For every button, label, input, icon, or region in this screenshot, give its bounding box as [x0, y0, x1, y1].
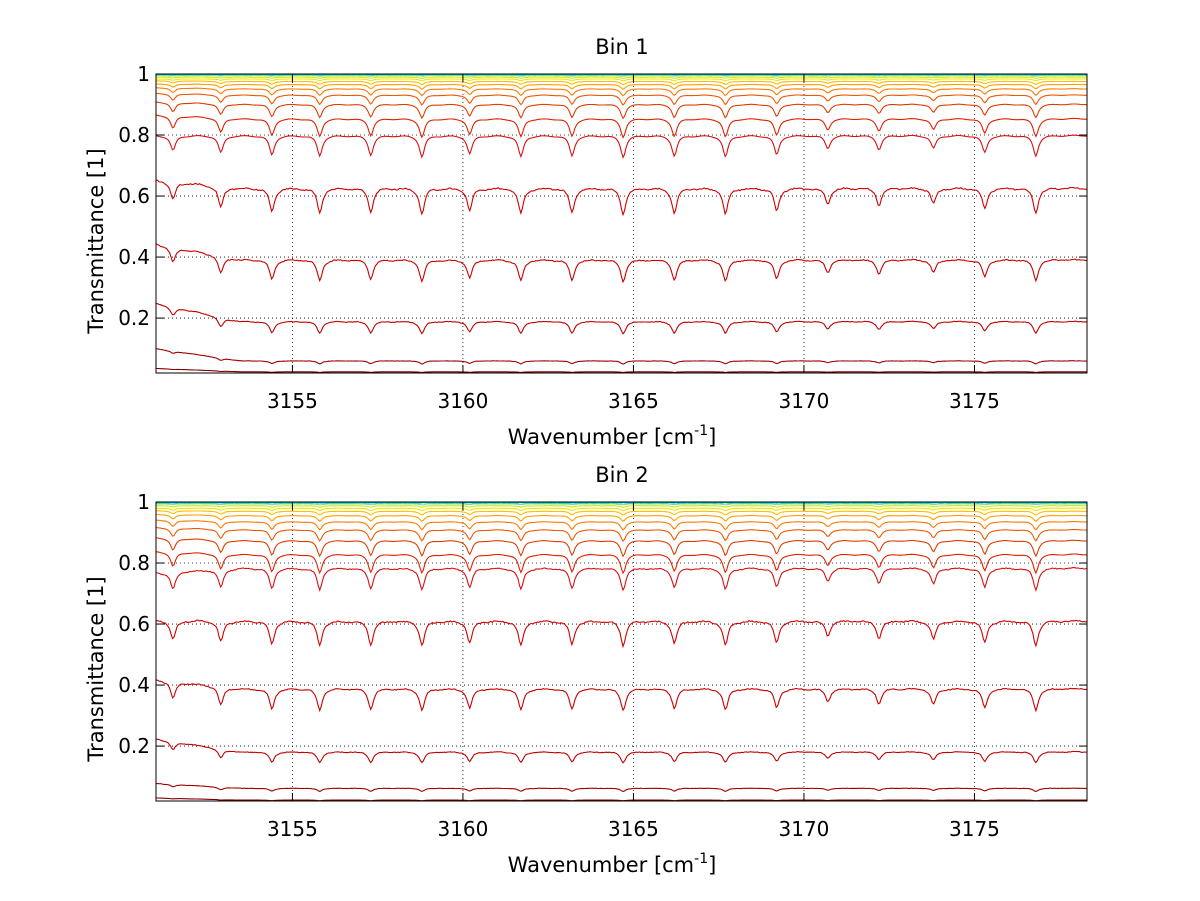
bin-2-x-tick-label: 3175: [949, 817, 1000, 841]
bin-2-series-line-3: [155, 503, 1087, 506]
bin-2-x-tick-label: 3170: [778, 817, 829, 841]
bin-1-x-axis-label-sup: -1: [694, 423, 708, 439]
bin-2-y-tick-label: 0.4: [118, 673, 150, 697]
bin-1-y-tick-label: 0.4: [118, 245, 150, 269]
bin-1-x-axis-label-main: Wavenumber [cm: [508, 425, 694, 449]
bin-2-series-line-7: [155, 513, 1087, 522]
bin-1-axes-box: [155, 73, 1088, 374]
bin-1-ticks: 3155 3160 3165 3170 3175 0.2 0.4 0.6 0.8 1: [118, 62, 1087, 413]
bin-2-axes-box: [155, 501, 1088, 802]
bin-1-x-axis-label-end: ]: [708, 425, 716, 449]
bin-2-series-line-15: [155, 738, 1088, 764]
bin-1-x-tick-label: 3160: [437, 389, 488, 413]
bin-2-series-line-4: [155, 504, 1088, 508]
bin-2-title: Bin 2: [595, 463, 649, 487]
bin-2-y-tick-label: 1: [137, 490, 150, 514]
bin-1-x-tick-label: 3155: [267, 389, 318, 413]
bin-1-series-line-5: [156, 78, 1087, 82]
bin-1-x-axis-label: Wavenumber [cm-1]: [508, 423, 717, 449]
bin-1-y-tick-label: 1: [137, 62, 150, 86]
bin-2-series-line-11: [155, 551, 1087, 575]
bin-1-series-line-9: [155, 92, 1088, 106]
bin-2-series-line-9: [155, 526, 1087, 542]
bin-1-series-group: [155, 73, 1088, 373]
bin-2-x-tick-label: 3160: [437, 817, 488, 841]
bin-2-x-tick-label: 3155: [267, 817, 318, 841]
bin-1-series-line-16: [155, 348, 1088, 365]
bin-2-y-tick-label: 0.2: [118, 734, 150, 758]
bin-1-y-axis-label: Transmittance [1]: [84, 148, 108, 334]
bin-1-series-line-15: [155, 302, 1088, 335]
bin-1-series-line-13: [155, 179, 1088, 217]
bin-1-y-tick-label: 0.2: [118, 306, 150, 330]
bin-2-series-line-6: [155, 510, 1087, 516]
bin-2-chart: Bin 2 3155 3160 3165 3170 31750.20.40.60.81 …: [84, 463, 1088, 877]
bin-2-x-axis-label: Wavenumber [cm-1]: [508, 851, 717, 877]
bin-1-x-tick-label: 3170: [778, 389, 829, 413]
bin-2-y-axis-label: Transmittance [1]: [84, 576, 108, 762]
bin-1-series-line-12: [155, 134, 1088, 160]
bin-1-series-line-2: [155, 74, 1088, 76]
bin-1-series-line-14: [155, 243, 1088, 284]
bin-2-series-line-10: [155, 537, 1088, 558]
bin-2-series-line-5: [156, 507, 1087, 512]
bin-1-series-line-7: [155, 83, 1087, 90]
bin-1-series-line-17: [155, 367, 1087, 373]
bin-2-series-line-13: [155, 619, 1088, 649]
bin-1-series-line-11: [155, 114, 1087, 139]
bin-2-series-line-8: [155, 519, 1088, 531]
bin-2-x-axis-label-sup: -1: [694, 851, 708, 867]
bin-1-y-tick-label: 0.6: [118, 184, 150, 208]
bin-1-series-line-6: [155, 80, 1087, 86]
bin-2-x-axis-label-end: ]: [708, 853, 716, 877]
bin-2-y-tick-label: 0.8: [118, 551, 150, 575]
bin-1-series-line-8: [155, 87, 1087, 97]
bin-1-x-tick-label: 3175: [949, 389, 1000, 413]
bin-1-chart: Bin 1 3155 3160 3165 3170 31750.20.40.60.81 …: [84, 35, 1088, 449]
bin-1-series-line-10: [155, 101, 1087, 120]
bin-2-x-tick-label: 3165: [608, 817, 659, 841]
bin-1-y-tick-label: 0.8: [118, 123, 150, 147]
bin-2-ticks: 3155 3160 3165 3170 3175 0.2 0.4 0.6 0.8 1: [118, 490, 1087, 841]
bin-2-series-line-2: [155, 502, 1088, 504]
bin-2-y-tick-label: 0.6: [118, 612, 150, 636]
bin-1-x-tick-label: 3165: [608, 389, 659, 413]
bin-1-series-line-4: [156, 76, 1088, 79]
bin-2-series-line-16: [155, 782, 1088, 793]
bin-2-series-line-14: [155, 679, 1087, 713]
bin-2-series-line-12: [155, 567, 1088, 592]
bin-1-series-line-3: [155, 74, 1088, 77]
bin-1-title: Bin 1: [595, 35, 649, 59]
bin-2-x-axis-label-main: Wavenumber [cm: [508, 853, 694, 877]
